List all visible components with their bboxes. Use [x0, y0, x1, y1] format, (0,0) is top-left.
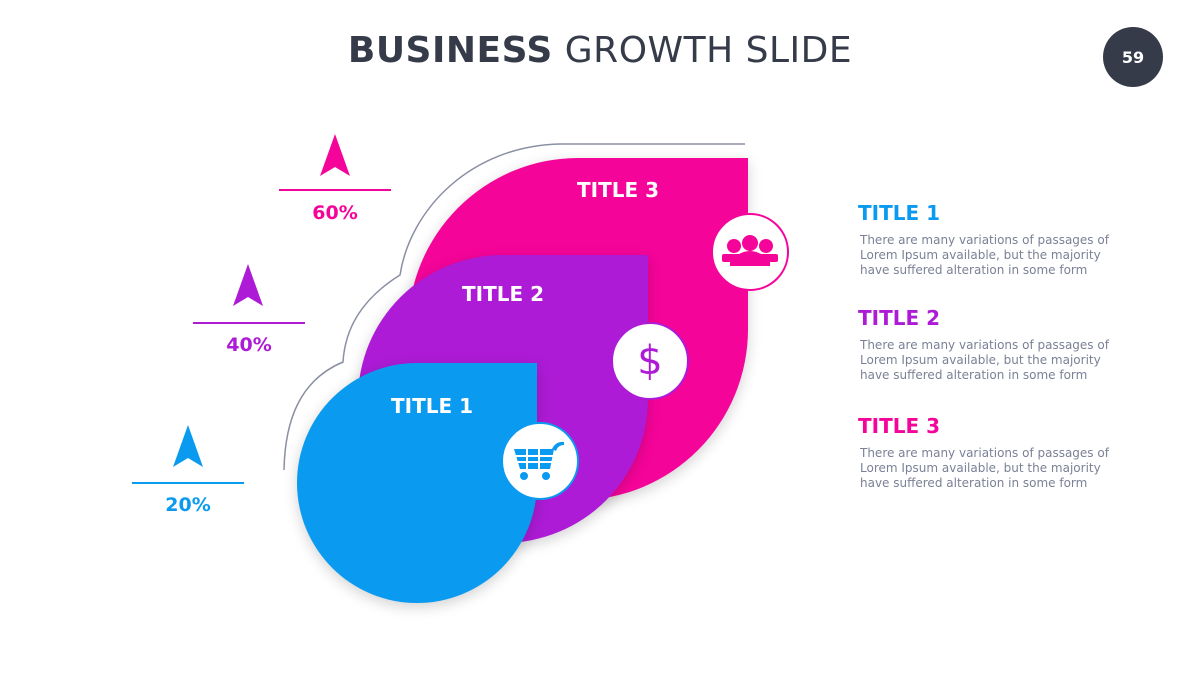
title-light: GROWTH SLIDE	[564, 30, 853, 71]
stage-label-1: TITLE 1	[390, 394, 473, 418]
divider-60	[279, 189, 391, 191]
cart-icon-circle	[501, 422, 579, 500]
slide-title: BUSINESS GROWTH SLIDE	[0, 30, 1200, 71]
description-1: TITLE 1 There are many variations of pas…	[858, 201, 1118, 278]
users-icon-circle	[711, 213, 789, 291]
stage-label-3: TITLE 3	[576, 178, 659, 202]
arrow-icon-40	[233, 264, 263, 306]
title-bold: BUSINESS	[347, 30, 553, 71]
divider-20	[132, 482, 244, 484]
stage-label-2: TITLE 2	[461, 282, 544, 306]
users-icon	[722, 235, 778, 266]
percent-40: 40%	[226, 334, 272, 356]
dollar-icon: $	[637, 338, 663, 384]
description-title-3: TITLE 3	[858, 414, 941, 438]
divider-40	[193, 322, 305, 324]
description-text-2: There are many variations of passages of…	[860, 338, 1109, 382]
description-text-3: There are many variations of passages of…	[860, 446, 1109, 490]
description-text-1: There are many variations of passages of…	[860, 233, 1109, 277]
description-3: TITLE 3 There are many variations of pas…	[858, 414, 1118, 491]
percent-60: 60%	[312, 202, 358, 224]
page-number: 59	[1103, 27, 1163, 87]
arrow-icon-20	[173, 425, 203, 467]
arrow-icon-60	[320, 134, 350, 176]
description-title-1: TITLE 1	[858, 201, 941, 225]
dollar-icon-circle: $	[611, 322, 689, 400]
description-2: TITLE 2 There are many variations of pas…	[858, 306, 1118, 383]
stage-shape-1: TITLE 1	[297, 363, 537, 603]
shopping-cart-icon	[514, 441, 564, 480]
description-title-2: TITLE 2	[858, 306, 941, 330]
percent-20: 20%	[165, 494, 211, 516]
